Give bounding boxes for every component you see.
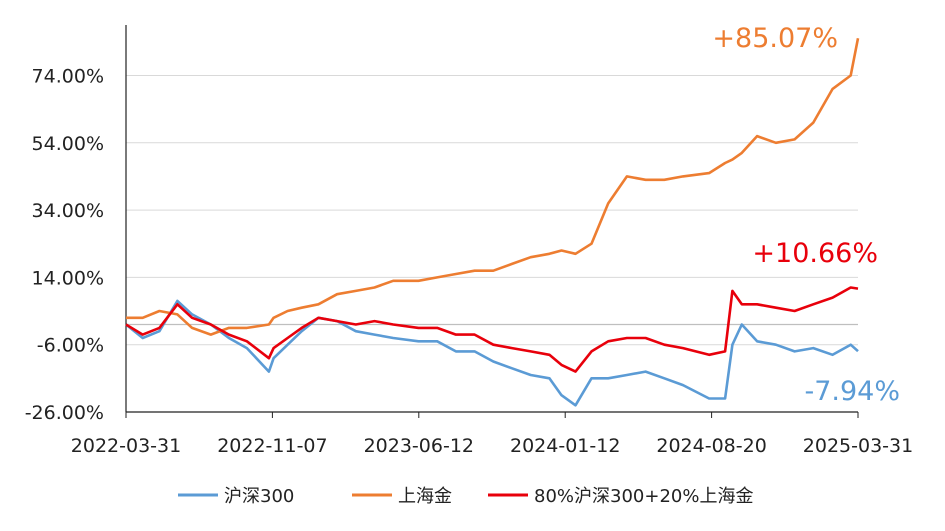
y-axis-ticks: 74.00% 54.00% 34.00% 14.00% -6.00% -26.00% — [25, 65, 104, 424]
legend-label-gold: 上海金 — [398, 486, 452, 507]
x-tick-label: 2022-03-31 — [71, 435, 181, 457]
y-tick-label: -6.00% — [37, 335, 104, 357]
end-label-hs300: -7.94% — [804, 376, 900, 407]
series-line-gold — [126, 37, 860, 336]
x-axis-ticks: 2022-03-31 2022-11-07 2023-06-12 2024-01-12… — [71, 412, 913, 457]
y-tick-label: 74.00% — [32, 65, 104, 87]
legend: 沪深300 上海金 80%沪深300+20%上海金 — [178, 486, 753, 507]
x-tick-label: 2022-11-07 — [217, 435, 327, 457]
legend-label-mix: 80%沪深300+20%上海金 — [534, 486, 753, 507]
end-label-gold: +85.07% — [712, 23, 838, 54]
legend-label-hs300: 沪深300 — [224, 486, 294, 507]
y-tick-label: 34.00% — [32, 200, 104, 222]
series-line-hs300 — [125, 299, 859, 407]
series-line-mix — [125, 286, 859, 373]
series-lines — [125, 37, 860, 407]
x-tick-label: 2024-01-12 — [510, 435, 620, 457]
y-tick-label: 54.00% — [32, 133, 104, 155]
x-tick-label: 2023-06-12 — [364, 435, 474, 457]
x-tick-label: 2024-08-20 — [656, 435, 766, 457]
y-tick-label: 14.00% — [32, 267, 104, 289]
y-tick-label: -26.00% — [25, 402, 104, 424]
x-tick-label: 2025-03-31 — [803, 435, 913, 457]
end-label-mix: +10.66% — [752, 238, 878, 269]
